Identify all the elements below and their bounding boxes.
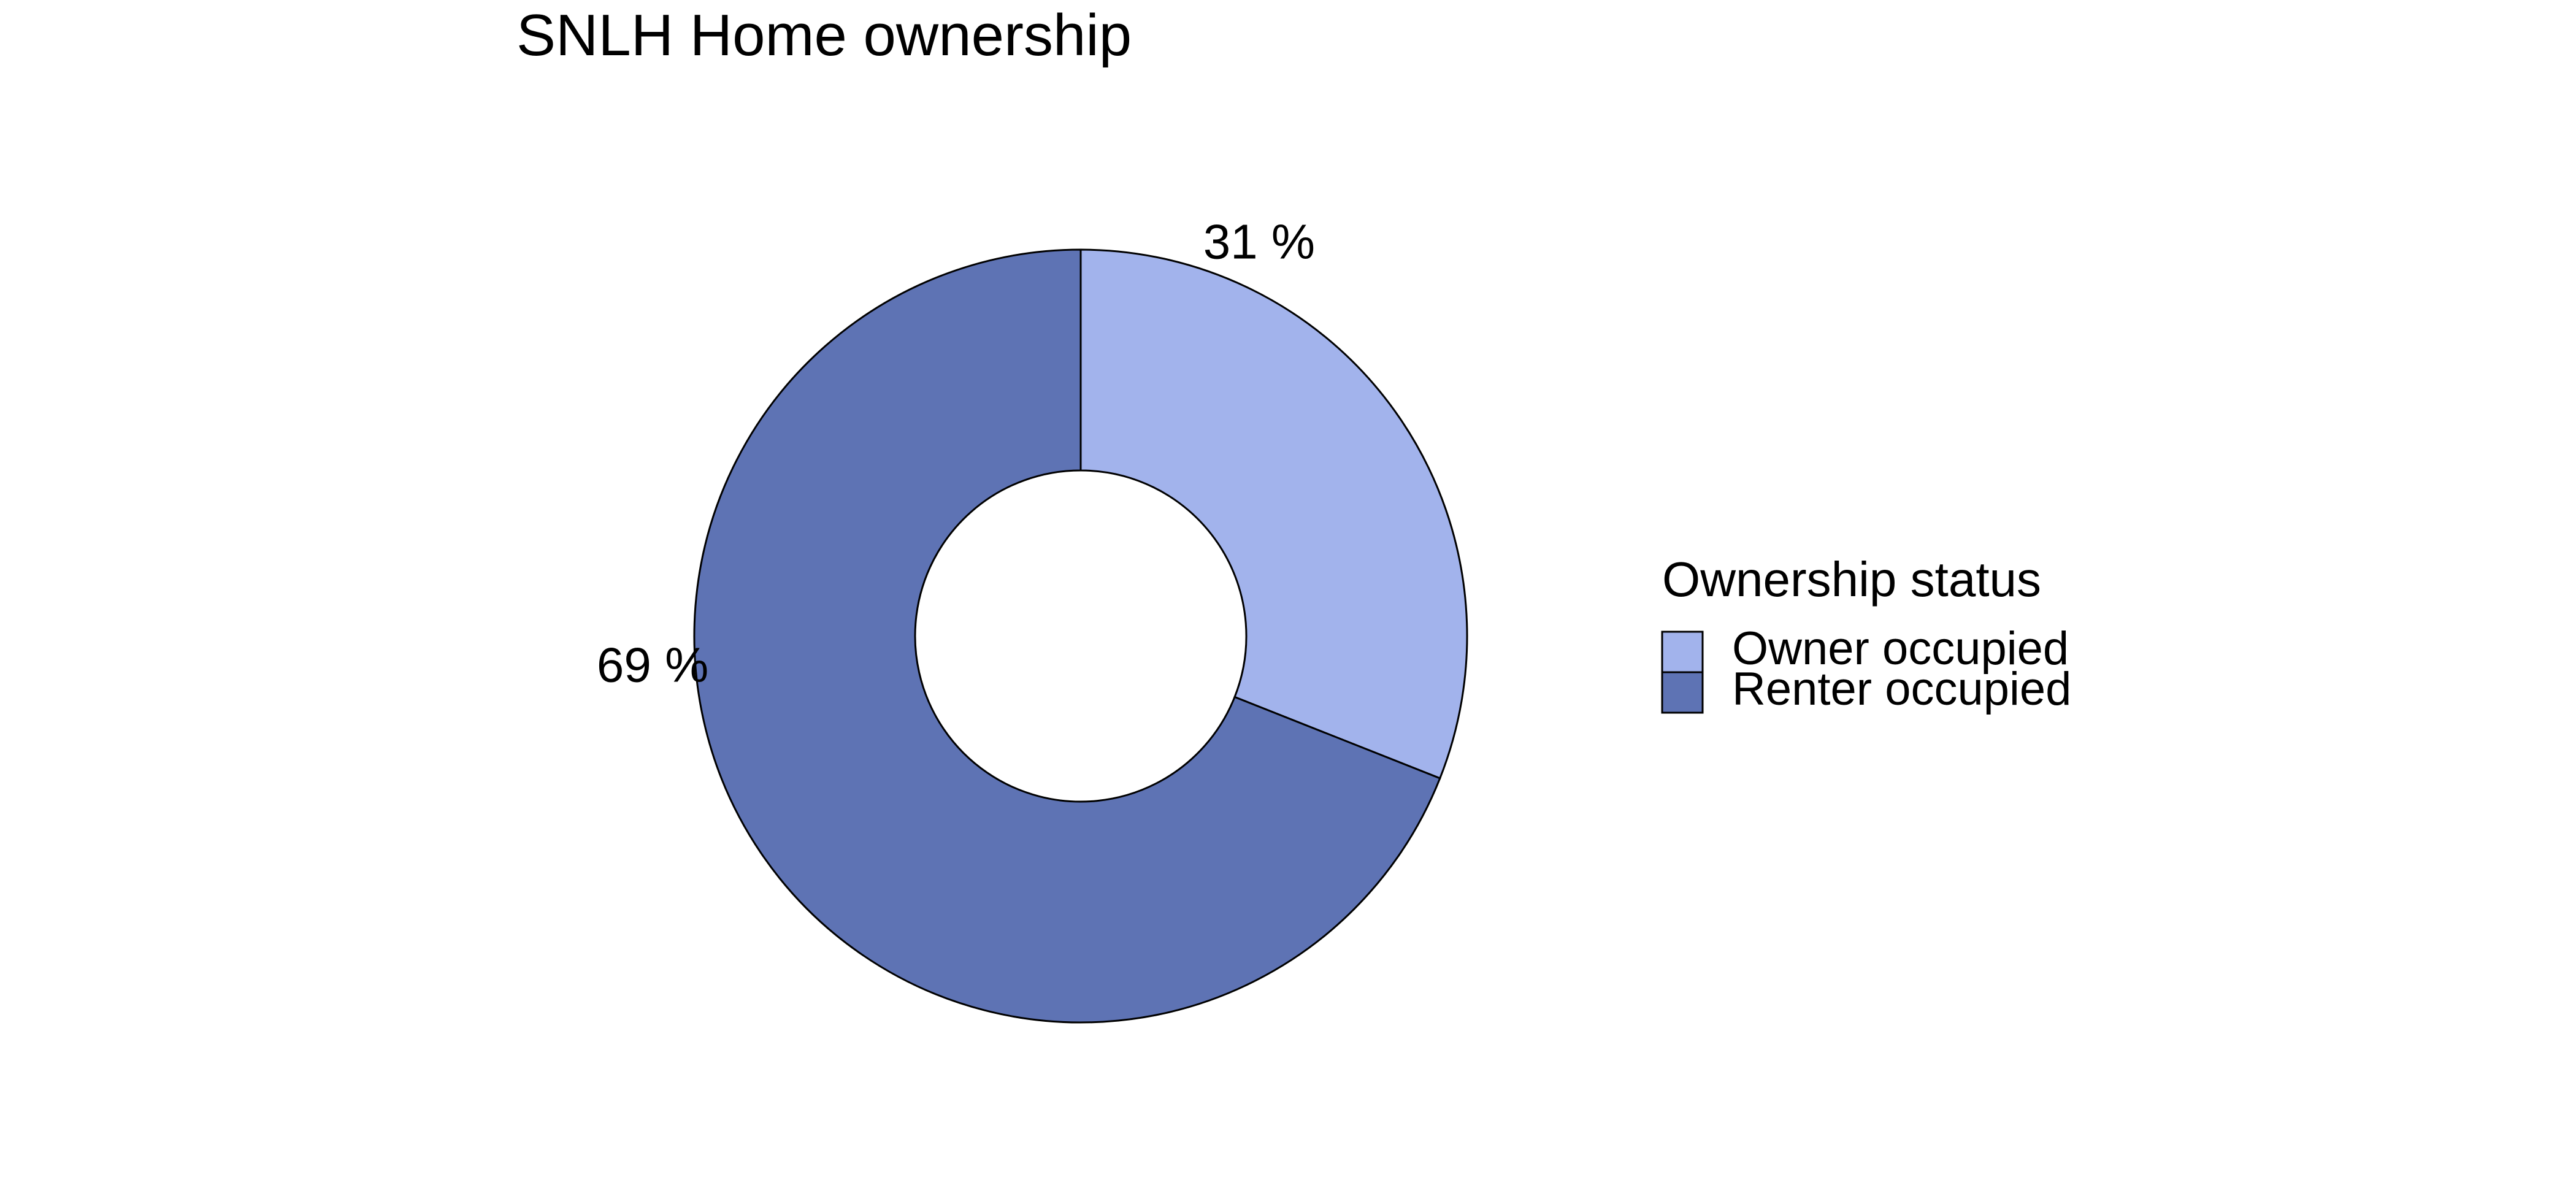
legend-label-owner-occupied: Owner occupied [1732,623,2069,675]
slice-label-owner-occupied: 31 % [1203,214,1315,269]
slice-owner-occupied [1079,248,1468,780]
chart-title: SNLH Home ownership [516,2,1132,68]
slice-labels: 31 % 69 % [597,214,1315,692]
slice-label-renter-occupied: 69 % [597,638,708,692]
legend-label-renter-occupied: Renter occupied [1732,663,2071,715]
legend-key-renter-occupied [1661,671,1704,714]
legend-title: Ownership status [1662,552,2041,607]
legend-key-owner-occupied [1661,631,1704,673]
slice-renter-occupied [693,248,1441,1024]
donut-slices [693,248,1468,1024]
